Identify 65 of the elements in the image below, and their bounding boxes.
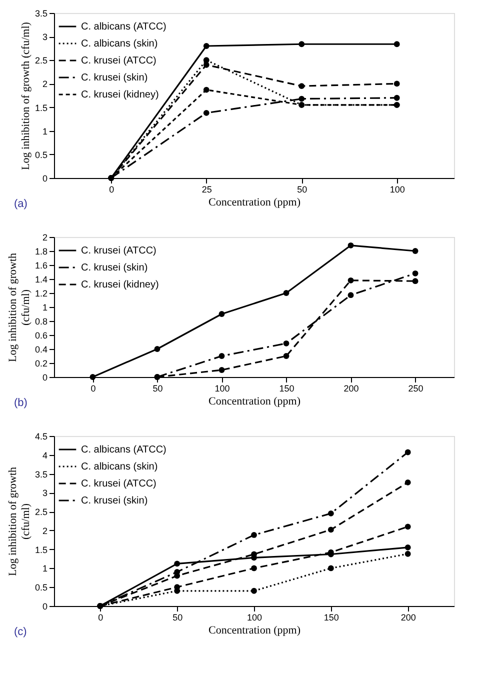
legend-label: C. krusei (skin): [81, 262, 148, 274]
legend-label: C. albicans (ATCC): [81, 22, 166, 32]
y-tick-label: 0.6: [34, 330, 48, 340]
x-tick-label: 250: [408, 384, 424, 394]
y-axis-title: Log inhibition of growth (cfu/ml): [20, 22, 32, 170]
legend-label: C. albicans (skin): [81, 462, 158, 472]
y-tick-label: 0.2: [34, 358, 48, 368]
y-tick-label: 1.6: [34, 260, 48, 270]
y-axis-title: Log inhibition of growth (cfu/ml): [6, 466, 32, 576]
y-tick-label: 1: [42, 564, 48, 574]
legend-label: C. krusei (skin): [81, 496, 148, 506]
y-tick-label: 0.8: [34, 316, 48, 326]
text: (b): [14, 397, 28, 409]
y-tick-label: 1.2: [34, 288, 48, 298]
legend-label: C. krusei (ATCC): [81, 478, 156, 490]
x-tick-label: 200: [344, 384, 359, 394]
y-tick-label: 0.4: [34, 344, 48, 354]
y-tick-label: 1: [42, 302, 48, 312]
x-tick-label: 50: [152, 384, 163, 394]
x-tick-label: 0: [109, 184, 114, 194]
y-tick-label: 2: [42, 526, 48, 536]
y-tick-label: 0.5: [34, 582, 48, 593]
x-tick-label: 150: [279, 384, 294, 394]
text: (a): [14, 198, 28, 210]
y-axis-title: Log inhibition of growth (cfu/ml): [6, 252, 32, 362]
x-tick-label: 0: [98, 612, 104, 622]
x-tick-label: 0: [90, 384, 96, 394]
y-tick-label: 4.5: [34, 432, 48, 442]
y-tick-label: 1: [42, 126, 48, 136]
x-tick-label: 50: [297, 184, 308, 194]
legend-label: C. krusei (ATCC): [81, 56, 156, 66]
y-tick-label: 2.5: [34, 56, 48, 66]
y-tick-label: 0: [42, 174, 48, 184]
legend-label: C. krusei (ATCC): [81, 246, 156, 256]
x-tick-label: 200: [400, 612, 416, 622]
y-tick-label: 0.5: [34, 150, 48, 160]
legend-label: C. krusei (kidney): [81, 90, 159, 100]
y-tick-label: 1.8: [34, 246, 48, 256]
y-tick-label: 4: [42, 450, 48, 460]
y-tick-label: 0: [42, 372, 48, 382]
y-tick-label: 2: [42, 79, 48, 90]
x-axis-title: Concentration (ppm): [208, 196, 301, 208]
y-tick-label: 2.5: [34, 507, 48, 518]
y-tick-label: 0: [42, 602, 48, 612]
x-tick-label: 150: [324, 612, 339, 622]
y-tick-label: 1.4: [34, 274, 48, 284]
x-tick-label: 100: [246, 612, 262, 622]
legend-label: C. albicans (skin): [81, 38, 158, 50]
y-tick-label: 1.5: [34, 544, 48, 555]
x-tick-label: 100: [214, 384, 230, 394]
x-tick-label: 50: [172, 612, 183, 622]
y-tick-label: 2: [42, 232, 48, 242]
y-tick-label: 3.5: [34, 8, 48, 18]
y-tick-label: 3.5: [34, 469, 48, 480]
y-tick-label: 1.5: [34, 102, 48, 113]
legend-label: C. krusei (kidney): [81, 280, 159, 290]
x-axis-title: Concentration (ppm): [208, 624, 301, 636]
x-tick-label: 25: [202, 184, 212, 194]
x-tick-label: 100: [390, 184, 405, 194]
text: (c): [14, 626, 27, 638]
legend-label: C. albicans (ATCC): [81, 444, 166, 456]
y-tick-label: 3: [42, 488, 48, 498]
legend-label: C. krusei (skin): [81, 72, 148, 84]
y-tick-label: 3: [42, 32, 48, 42]
x-axis-title: Concentration (ppm): [208, 396, 301, 408]
